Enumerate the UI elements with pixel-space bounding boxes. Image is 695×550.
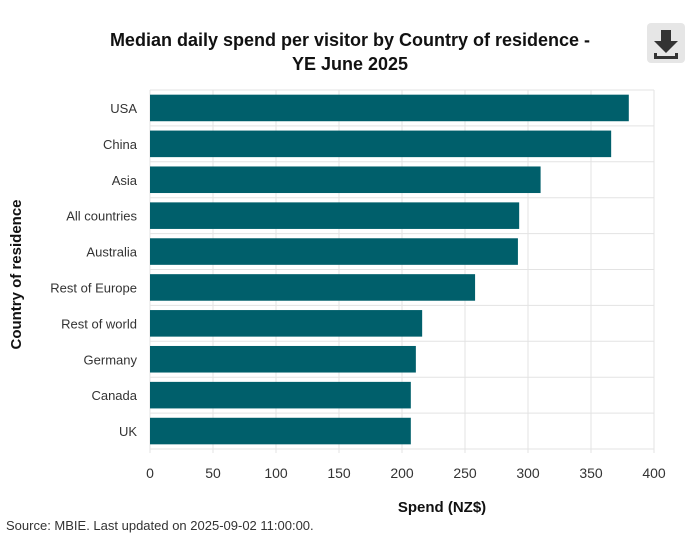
bar[interactable] [150,238,518,265]
x-tick-label: 200 [390,465,414,481]
category-label: Germany [84,352,138,367]
x-tick-label: 100 [264,465,288,481]
y-axis-title: Country of residence [8,199,25,349]
category-labels: USA China Asia All countries Australia Rest o… [50,101,137,439]
bar[interactable] [150,310,423,337]
category-label: Canada [91,388,137,403]
source-note: Source: MBIE. Last updated on 2025-09-02… [6,518,314,533]
x-tick-label: 400 [642,465,666,481]
download-button[interactable] [647,23,685,63]
category-label: Australia [86,245,137,260]
x-tick-label: 50 [205,465,221,481]
category-label: Rest of world [61,316,137,331]
bar[interactable] [150,345,416,373]
bar[interactable] [150,166,541,194]
x-tick-labels: 0 50 100 150 200 250 300 350 400 [146,465,666,481]
bar[interactable] [150,381,411,409]
bar[interactable] [150,94,629,122]
x-tick-label: 0 [146,465,154,481]
category-label: UK [119,424,137,439]
category-label: All countries [66,209,137,224]
x-tick-label: 250 [453,465,477,481]
bars [150,94,629,445]
bar[interactable] [150,417,411,445]
download-icon [654,30,678,59]
category-label: Rest of Europe [50,280,137,295]
chart-title-line-1: Median daily spend per visitor by Countr… [109,30,591,50]
x-tick-label: 350 [579,465,603,481]
x-tick-label: 150 [327,465,351,481]
bar[interactable] [150,274,476,301]
bar[interactable] [150,130,612,158]
chart-title-line-2: YE June 2025 [291,54,409,74]
category-label: Asia [112,173,138,188]
category-label: USA [110,101,137,116]
bar[interactable] [150,202,520,229]
x-axis-title: Spend (NZ$) [398,499,486,516]
category-label: China [103,137,138,152]
x-tick-label: 300 [516,465,540,481]
